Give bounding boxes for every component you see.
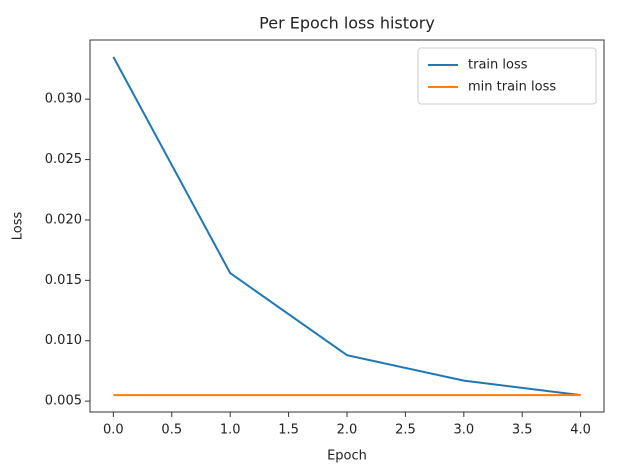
x-tick-label: 0.5: [161, 423, 182, 438]
y-axis-label: Loss: [11, 212, 26, 241]
y-tick-label: 0.010: [45, 333, 82, 348]
x-tick-label: 1.5: [278, 423, 299, 438]
x-tick-label: 3.0: [453, 423, 474, 438]
y-tick-label: 0.025: [45, 152, 82, 167]
chart-title: Per Epoch loss history: [259, 14, 435, 33]
x-tick-label: 3.5: [512, 423, 533, 438]
legend-box: [417, 47, 597, 105]
y-tick-label: 0.020: [45, 212, 82, 227]
legend-label: min train loss: [468, 80, 556, 95]
y-tick-label: 0.015: [45, 273, 82, 288]
legend-label: train loss: [468, 58, 528, 73]
y-tick-label: 0.005: [45, 394, 82, 409]
x-tick-label: 4.0: [570, 423, 591, 438]
x-tick-label: 0.0: [103, 423, 124, 438]
plot-frame: [89, 39, 605, 413]
y-tick-label: 0.030: [45, 92, 82, 107]
x-tick-label: 1.0: [220, 423, 241, 438]
x-tick-label: 2.5: [395, 423, 416, 438]
x-tick-label: 2.0: [337, 423, 358, 438]
x-axis-label: Epoch: [327, 449, 367, 464]
line-series: [112, 56, 581, 397]
